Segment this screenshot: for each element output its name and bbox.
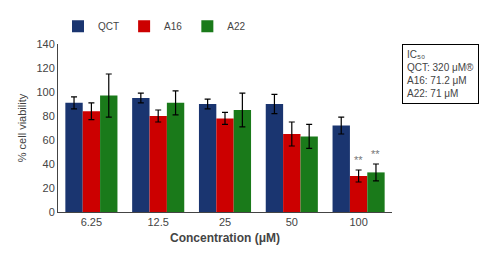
svg-text:80: 80 [43,110,55,122]
svg-text:**: ** [354,154,363,166]
svg-text:100: 100 [36,86,54,98]
svg-text:0: 0 [49,206,55,218]
svg-text:A22: A22 [227,21,245,32]
svg-text:120: 120 [36,62,54,74]
svg-text:20: 20 [43,182,55,194]
svg-text:Concentration (μM): Concentration (μM) [170,231,280,245]
svg-text:40: 40 [43,158,55,170]
svg-text:100: 100 [349,216,367,228]
svg-text:QCT: QCT [98,21,119,32]
svg-text:A16: A16 [164,21,182,32]
svg-text:12.5: 12.5 [147,216,168,228]
svg-text:25: 25 [219,216,231,228]
svg-text:IC₅₀QCT: 320 μM®A16: 71.2 μMA2: IC₅₀QCT: 320 μM®A16: 71.2 μMA22: 71 μM [407,49,474,99]
svg-text:6.25: 6.25 [81,216,102,228]
svg-text:% cell viability: % cell viability [16,93,28,162]
svg-text:50: 50 [286,216,298,228]
svg-text:**: ** [371,148,380,160]
svg-text:140: 140 [36,38,54,50]
svg-text:60: 60 [43,134,55,146]
